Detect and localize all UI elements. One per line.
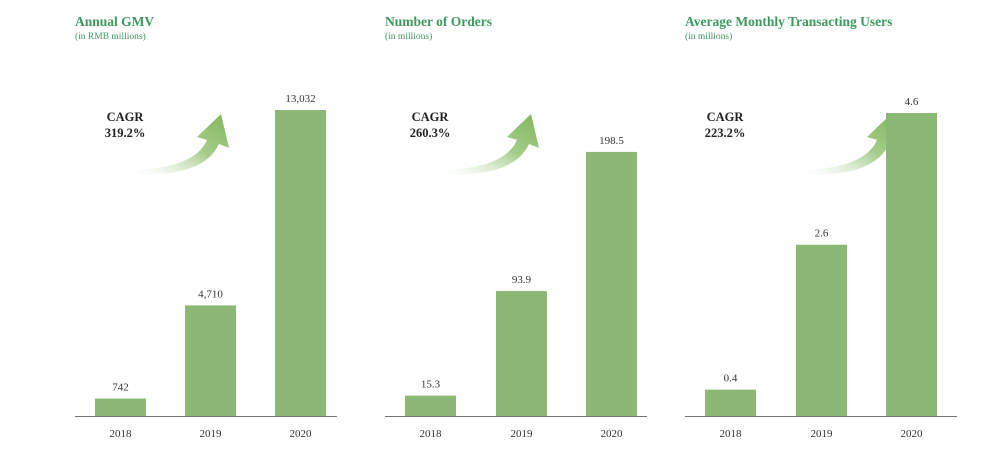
- cagr-value: 260.3%: [410, 126, 451, 140]
- x-tick-label: 2018: [720, 428, 743, 440]
- bar-2018: [405, 395, 456, 416]
- cagr-arrow-icon: [443, 114, 539, 175]
- users-chart-panel: Average Monthly Transacting Users (in mi…: [685, 0, 975, 454]
- bar-value-label: 4,710: [198, 288, 223, 300]
- bar-value-label: 4.6: [905, 96, 919, 108]
- x-tick-label: 2020: [601, 428, 624, 440]
- x-tick-label: 2020: [290, 428, 313, 440]
- chart-subtitle: (in RMB millions): [75, 32, 146, 42]
- gmv-bar-chart: CAGR 319.2% 742 2018 4,710 2019 13,032 2020: [75, 93, 337, 440]
- bar-2020: [586, 151, 637, 416]
- bar-2020: [886, 113, 937, 416]
- chart-subtitle: (in millions): [685, 32, 733, 42]
- bar-value-label: 93.9: [512, 274, 532, 286]
- bar-2020: [275, 110, 326, 416]
- cagr-label: CAGR: [707, 110, 745, 124]
- gmv-chart-panel: Annual GMV (in RMB millions) CAGR 319.2% 7…: [75, 0, 350, 454]
- x-tick-label: 2019: [811, 428, 834, 440]
- bar-value-label: 15.3: [421, 379, 441, 391]
- cagr-value: 319.2%: [105, 126, 146, 140]
- cagr-arrow-icon: [133, 114, 229, 175]
- cagr-label: CAGR: [107, 110, 145, 124]
- orders-bar-chart: CAGR 260.3% 15.3 2018 93.9 2019 198.5 2020: [385, 110, 647, 440]
- x-tick-label: 2020: [901, 428, 924, 440]
- orders-chart-panel: Number of Orders (in millions) CAGR 260.3…: [385, 0, 660, 454]
- bar-2018: [705, 389, 756, 416]
- chart-title: Annual GMV: [75, 14, 155, 29]
- cagr-value: 223.2%: [705, 126, 746, 140]
- x-tick-label: 2019: [200, 428, 223, 440]
- bar-2019: [496, 291, 547, 416]
- bar-value-label: 13,032: [285, 93, 315, 105]
- bar-value-label: 0.4: [724, 373, 738, 385]
- chart-title: Number of Orders: [385, 14, 492, 29]
- bar-2019: [185, 305, 236, 416]
- bar-2019: [796, 244, 847, 416]
- x-tick-label: 2019: [511, 428, 534, 440]
- x-tick-label: 2018: [110, 428, 133, 440]
- cagr-label: CAGR: [412, 110, 450, 124]
- bar-2018: [95, 398, 146, 416]
- cagr-arrow-icon: [803, 114, 899, 175]
- bar-value-label: 198.5: [599, 135, 624, 147]
- users-bar-chart: CAGR 223.2% 0.4 2018 2.6 2019 4.6 2020: [685, 96, 957, 440]
- x-tick-label: 2018: [420, 428, 443, 440]
- bar-value-label: 2.6: [815, 228, 829, 240]
- chart-subtitle: (in millions): [385, 32, 433, 42]
- bar-value-label: 742: [112, 382, 129, 394]
- chart-title: Average Monthly Transacting Users: [685, 14, 893, 29]
